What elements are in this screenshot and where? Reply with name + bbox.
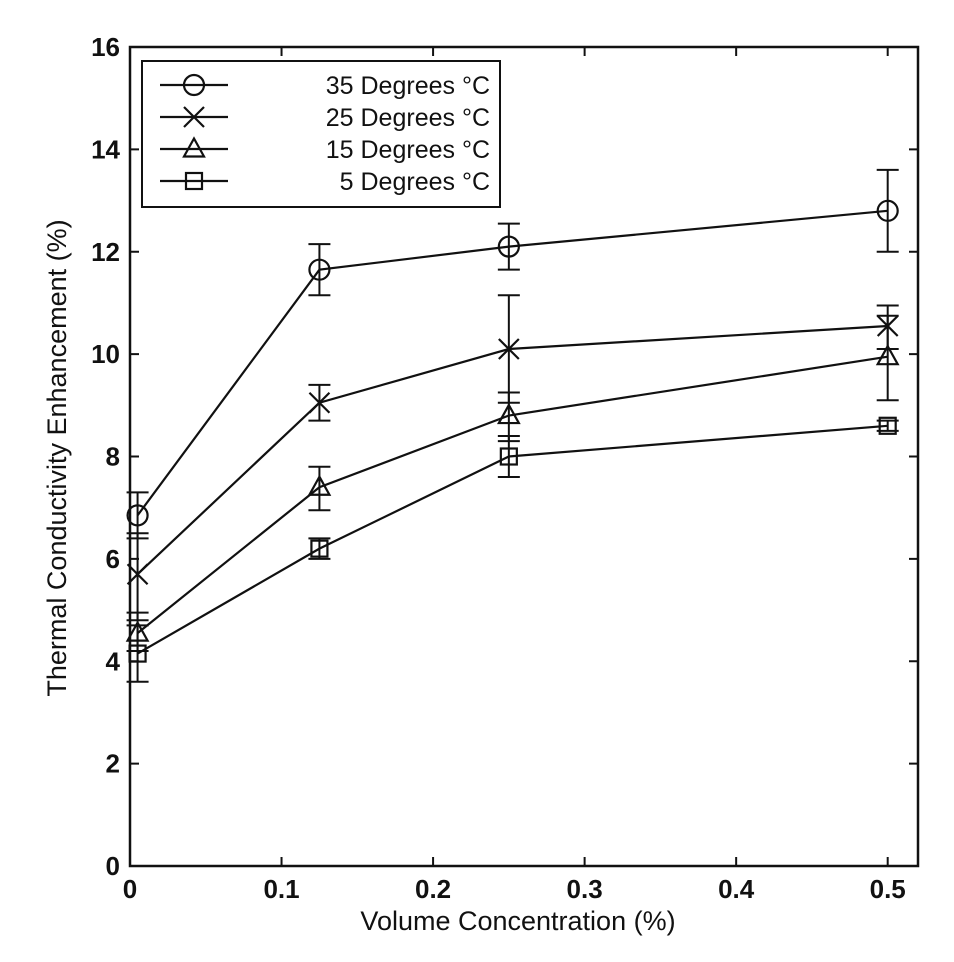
plot-area: 0 2 4 6 8 10 12 14 16 0 0.1 0.2 0.3 0.4 0.5 35 Degrees … (91, 32, 920, 904)
y-tick-label: 6 (106, 544, 120, 574)
data-point-circle (497, 235, 520, 258)
y-tick-label: 12 (91, 237, 120, 267)
data-point-x (308, 391, 331, 414)
data-point-circle (126, 504, 149, 527)
y-axis-label: Thermal Conductivity Enhancement (%) (42, 219, 72, 696)
x-axis-label: Volume Concentration (%) (360, 906, 675, 936)
legend-marker-circle (182, 73, 206, 97)
legend-label: 25 Degrees °C (326, 104, 490, 132)
y-tick-label: 14 (91, 134, 120, 164)
y-tick-label: 10 (91, 339, 120, 369)
y-tick-label: 8 (106, 442, 120, 472)
data-point-x (126, 563, 149, 586)
legend-marker-square (184, 171, 204, 191)
data-point-square (310, 539, 329, 558)
series-line-x (136, 324, 888, 576)
x-tick-label: 0.4 (718, 874, 755, 904)
data-point-square (128, 644, 147, 663)
y-tick-label: 4 (106, 646, 121, 676)
data-point-square (499, 447, 518, 466)
series-line-triangle (136, 355, 888, 634)
y-tick-label: 16 (91, 32, 120, 62)
legend-label: 5 Degrees °C (340, 168, 490, 196)
legend-label: 35 Degrees °C (326, 72, 490, 100)
x-tick-label: 0 (123, 874, 137, 904)
x-tick-label: 0.1 (263, 874, 299, 904)
x-tick-label: 0.3 (567, 874, 603, 904)
data-point-x (498, 338, 520, 360)
x-tick-label: 0.2 (415, 874, 451, 904)
legend-label: 15 Degrees °C (326, 136, 490, 164)
series-line-circle (136, 209, 888, 517)
y-tick-label: 0 (106, 851, 120, 881)
data-point-square (878, 416, 897, 435)
y-tick-label: 2 (106, 749, 120, 779)
data-point-triangle (496, 402, 521, 425)
data-point-triangle (307, 474, 332, 496)
data-point-circle (876, 199, 899, 222)
legend-marker-x (183, 106, 205, 128)
data-point-triangle (875, 343, 900, 366)
series-line-square (137, 424, 888, 655)
legend-marker-triangle (182, 136, 206, 158)
data-point-circle (308, 258, 331, 281)
x-tick-label: 0.5 (870, 874, 906, 904)
